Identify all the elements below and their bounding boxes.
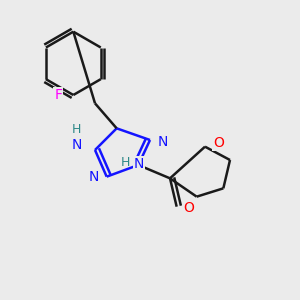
Text: O: O <box>183 201 194 215</box>
Text: N: N <box>134 157 144 171</box>
Text: H: H <box>120 156 130 169</box>
Text: N: N <box>89 170 99 184</box>
Text: F: F <box>54 88 62 102</box>
Text: H: H <box>72 124 81 136</box>
Text: N: N <box>158 135 168 149</box>
Text: N: N <box>71 138 82 152</box>
Text: O: O <box>213 136 224 150</box>
